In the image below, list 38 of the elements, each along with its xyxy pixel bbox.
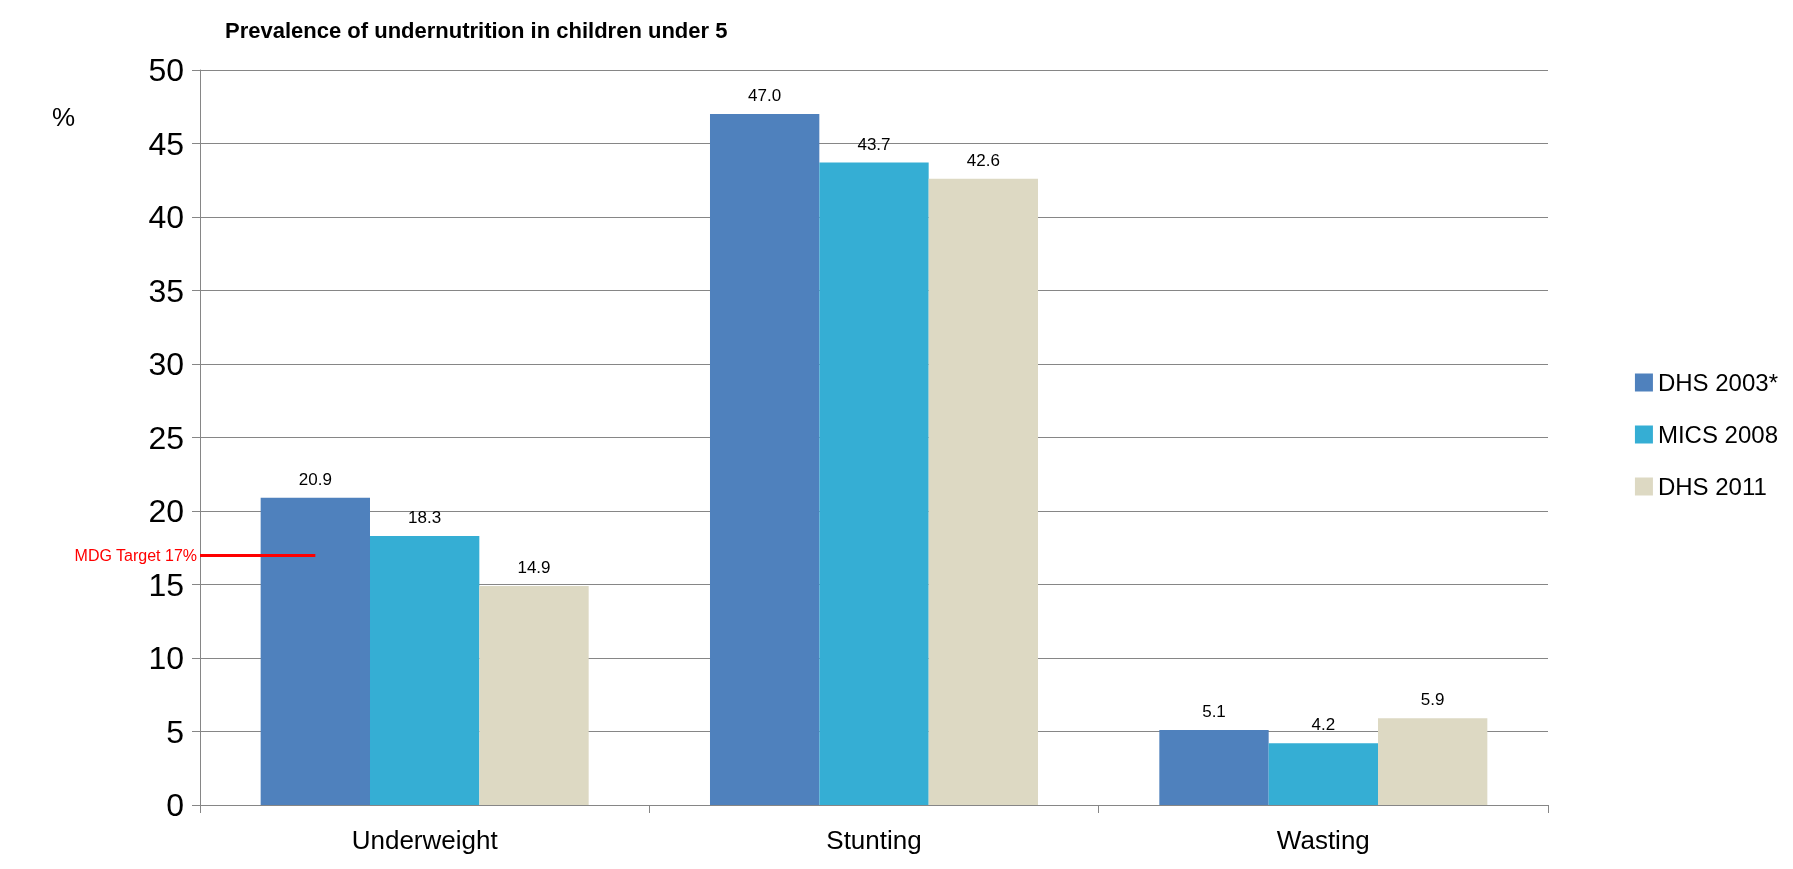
bar	[1268, 743, 1378, 805]
data-label: 20.9	[298, 469, 332, 489]
data-label: 5.1	[1202, 702, 1226, 722]
data-label: 42.6	[966, 150, 1000, 170]
y-tick-label: 35	[148, 272, 184, 309]
bar	[1159, 730, 1269, 805]
y-tick-label: 5	[166, 713, 184, 750]
data-label: 18.3	[408, 507, 442, 527]
y-tick-label: 10	[148, 640, 184, 676]
y-tick-label: 15	[148, 566, 184, 603]
y-tick-label: 50	[148, 52, 184, 88]
bar	[479, 585, 589, 805]
y-tick-label: 45	[148, 125, 184, 162]
data-label: 4.2	[1311, 715, 1336, 735]
y-tick-label: 40	[148, 199, 184, 235]
y-tick-label: 20	[148, 493, 184, 529]
y-axis-title: %	[51, 102, 75, 132]
x-tick-label: Wasting	[1276, 825, 1370, 855]
legend-label: DHS 2003*	[1657, 369, 1779, 396]
bar	[819, 162, 929, 805]
legend-label: MICS 2008	[1657, 421, 1778, 448]
bar	[928, 178, 1039, 805]
ref-line-label: MDG Target 17%	[74, 546, 197, 564]
bar	[709, 114, 820, 805]
bar	[370, 535, 480, 805]
bar	[260, 497, 370, 805]
x-tick-label: Stunting	[826, 825, 922, 855]
legend-label: DHS 2011	[1657, 473, 1767, 500]
x-tick-label: Underweight	[351, 825, 499, 855]
data-label: 14.9	[517, 557, 551, 577]
bar	[1378, 718, 1488, 805]
y-tick-label: 30	[148, 346, 184, 382]
data-label: 43.7	[857, 134, 891, 154]
y-tick-label: 25	[148, 419, 184, 456]
chart-title: Prevalence of undernutrition in children under 5	[225, 17, 728, 43]
data-label: 5.9	[1420, 690, 1445, 710]
y-tick-label: 0	[166, 787, 184, 823]
data-label: 47.0	[748, 86, 782, 106]
